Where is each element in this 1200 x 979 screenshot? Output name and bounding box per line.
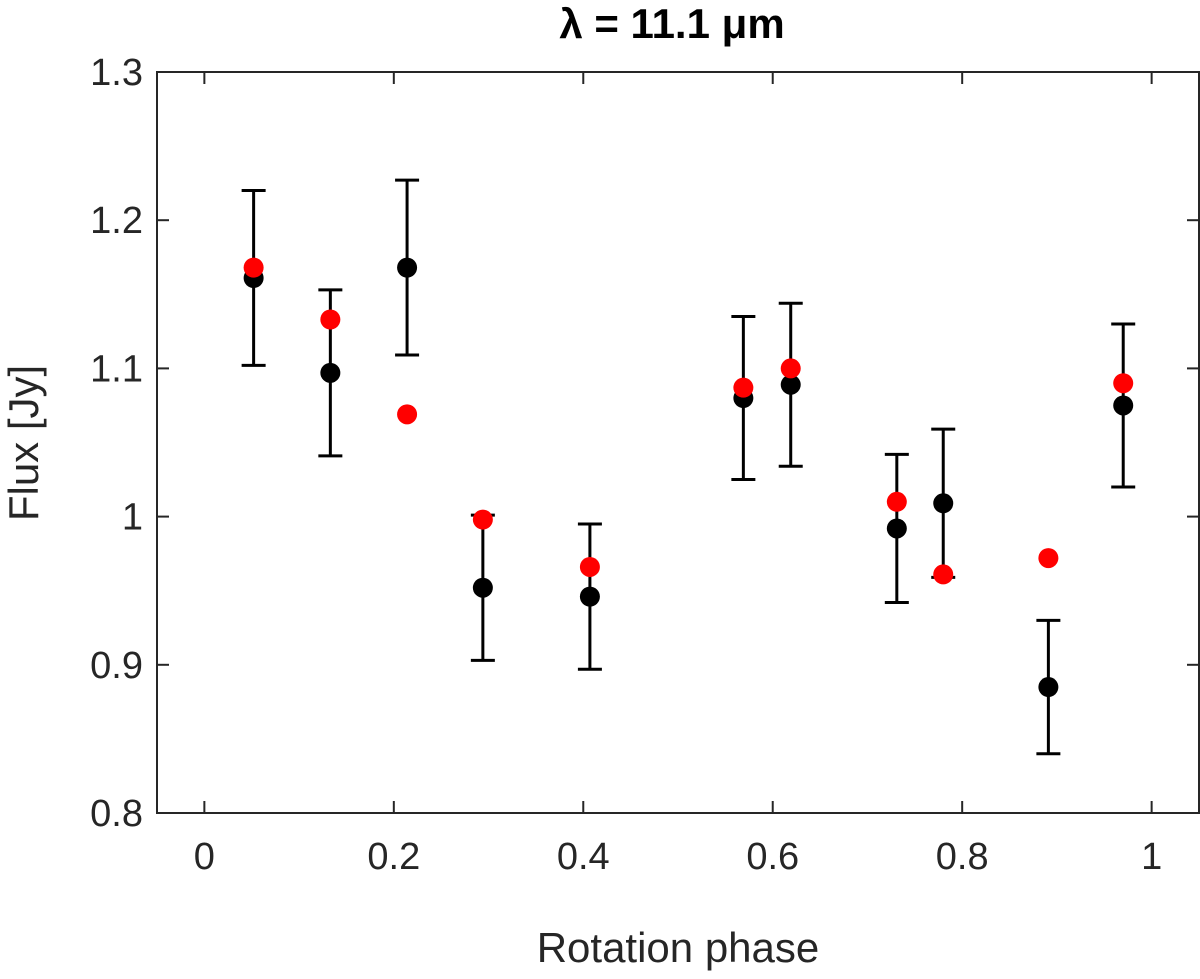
observed-point: [579, 586, 600, 607]
y-axis: 0.8 0.9 1 1.1 1.2 1.3: [90, 52, 1199, 835]
y-axis-label: Flux [Jy]: [0, 365, 47, 521]
observed-point: [1038, 677, 1059, 698]
model-series: [243, 257, 1134, 585]
x-tick-label: 0.8: [936, 836, 989, 878]
observed-point: [1113, 395, 1134, 416]
x-tick-label: 0.2: [367, 836, 420, 878]
error-bars: [241, 178, 1136, 756]
y-tick-label: 1: [122, 497, 143, 539]
plot-area-frame: [156, 71, 1200, 814]
observed-series: [243, 257, 1134, 698]
model-point: [472, 509, 493, 530]
model-point: [579, 556, 600, 577]
model-point: [933, 564, 954, 585]
x-tick-label: 0: [194, 836, 215, 878]
x-axis: 0 0.2 0.4 0.6 0.8 1: [194, 72, 1162, 878]
model-point: [733, 377, 754, 398]
model-point: [320, 309, 341, 330]
x-tick-label: 0.4: [557, 836, 610, 878]
model-point: [397, 404, 418, 425]
chart-title: λ = 11.1 μm: [559, 0, 784, 47]
observed-point: [933, 493, 954, 514]
observed-point: [780, 374, 801, 395]
observed-point: [397, 257, 418, 278]
model-point: [886, 491, 907, 512]
model-point: [780, 358, 801, 379]
x-tick-label: 0.6: [746, 836, 799, 878]
y-tick-label: 1.1: [90, 348, 143, 390]
model-point: [1038, 548, 1059, 569]
observed-point: [886, 518, 907, 539]
y-tick-label: 0.8: [90, 793, 143, 835]
observed-point: [320, 362, 341, 383]
model-point: [1113, 373, 1134, 394]
model-point: [243, 257, 264, 278]
y-tick-label: 0.9: [90, 645, 143, 687]
y-tick-label: 1.2: [90, 200, 143, 242]
observed-point: [472, 577, 493, 598]
y-tick-label: 1.3: [90, 52, 143, 94]
x-axis-label: Rotation phase: [537, 924, 820, 971]
x-tick-label: 1: [1141, 836, 1162, 878]
